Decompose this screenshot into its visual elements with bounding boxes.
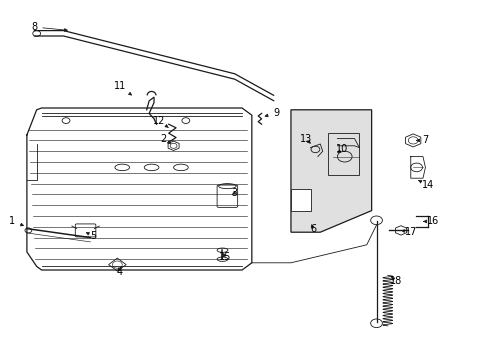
Text: 2: 2 — [161, 134, 170, 144]
Text: 1: 1 — [9, 216, 23, 226]
Text: 10: 10 — [335, 144, 348, 154]
Text: 11: 11 — [113, 81, 131, 95]
Polygon shape — [290, 110, 371, 232]
Text: 15: 15 — [218, 252, 231, 262]
Text: 3: 3 — [231, 188, 237, 198]
Text: 13: 13 — [299, 134, 311, 144]
Polygon shape — [290, 189, 310, 211]
Text: 12: 12 — [152, 116, 168, 127]
Text: 17: 17 — [401, 227, 416, 237]
Text: 4: 4 — [117, 267, 122, 277]
Text: 5: 5 — [86, 231, 96, 241]
Text: 9: 9 — [264, 108, 279, 118]
Text: 8: 8 — [31, 22, 67, 32]
Text: 18: 18 — [389, 276, 402, 286]
Text: 16: 16 — [423, 216, 438, 226]
Text: 6: 6 — [309, 224, 315, 234]
Text: 14: 14 — [418, 180, 433, 190]
Text: 7: 7 — [416, 135, 427, 145]
